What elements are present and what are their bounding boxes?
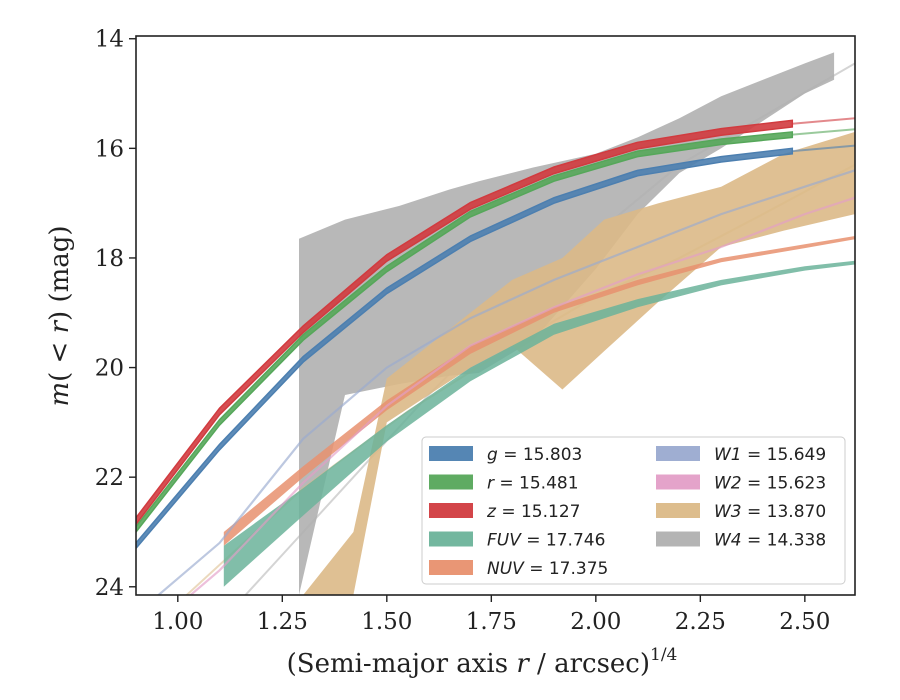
legend-swatch-nuv	[429, 560, 473, 575]
series-g-extrapolation	[792, 144, 855, 153]
legend-swatch-w2	[656, 474, 700, 490]
legend-label-z: z = 15.127	[486, 502, 580, 522]
x-axis: 1.00 1.25 1.50 1.75 2.00 2.25 2.50	[152, 595, 830, 635]
legend-label-w1: W1 = 15.649	[714, 445, 826, 465]
x-tick-label: 1.25	[257, 609, 308, 635]
x-tick-label: 1.00	[152, 609, 203, 635]
y-tick-label: 16	[95, 136, 124, 162]
legend-swatch-w4	[656, 531, 700, 547]
series-g-line	[136, 147, 794, 550]
x-axis-label: (Semi-major axis r / arcsec)1/4	[287, 645, 678, 679]
legend-swatch-z	[429, 503, 473, 518]
legend: g = 15.803 r = 15.481 z = 15.127 FUV = 17.7…	[421, 436, 846, 585]
legend-label-fuv: FUV = 17.746	[487, 531, 605, 551]
y-tick-label: 18	[95, 246, 124, 272]
legend-label-w2: W2 = 15.623	[714, 474, 826, 494]
series-r-line	[136, 131, 794, 534]
legend-label-w4: W4 = 14.338	[714, 531, 826, 551]
plot-frame	[135, 35, 856, 596]
legend-label-nuv: NUV = 17.375	[487, 559, 608, 579]
series-z-line	[136, 119, 794, 526]
legend-label-w3: W3 = 13.870	[714, 502, 826, 522]
series-z-extrapolation	[792, 117, 855, 125]
legend-label-g: g = 15.803	[487, 445, 582, 465]
y-axis: 14 16 18 20 22 24	[95, 27, 136, 601]
legend-swatch-g	[429, 446, 473, 461]
y-tick-label: 22	[95, 465, 124, 491]
x-tick-label: 1.50	[361, 609, 412, 635]
y-tick-label: 20	[95, 356, 124, 382]
legend-swatch-w1	[656, 446, 700, 461]
y-tick-label: 14	[95, 27, 124, 53]
legend-label-r: r = 15.481	[487, 474, 579, 494]
series-r-extrapolation	[792, 128, 855, 136]
legend-box	[421, 436, 846, 585]
x-tick-label: 2.25	[675, 609, 726, 635]
legend-swatch-fuv	[429, 531, 473, 547]
legend-swatch-w3	[656, 503, 700, 518]
x-tick-label: 2.00	[570, 609, 621, 635]
x-tick-label: 1.75	[466, 609, 517, 635]
x-tick-label: 2.50	[779, 609, 830, 635]
series-w1-line	[156, 169, 855, 595]
series-w2-line	[188, 196, 855, 595]
y-tick-label: 24	[95, 575, 124, 601]
legend-swatch-r	[429, 474, 473, 490]
plot-area	[136, 52, 855, 595]
y-axis-label: m( < r) (mag)	[45, 225, 75, 406]
